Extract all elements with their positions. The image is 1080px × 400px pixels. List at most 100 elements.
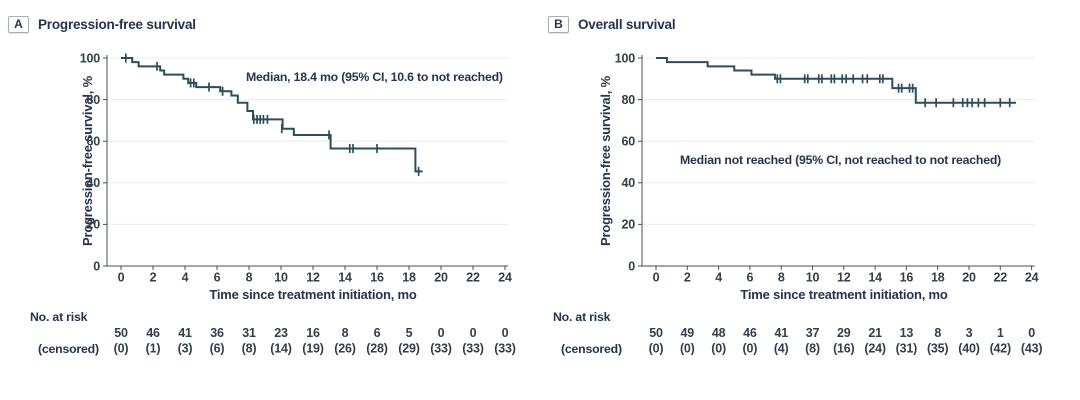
at-risk-count: 8	[342, 326, 349, 340]
y-tick-label: 40	[621, 176, 635, 190]
at-risk-count: 48	[712, 326, 726, 340]
x-axis-label: Time since treatment initiation, mo	[209, 287, 417, 302]
at-risk-count: 41	[774, 326, 788, 340]
at-risk-count: 0	[470, 326, 477, 340]
censored-count: (42)	[990, 342, 1011, 356]
median-annotation: Median not reached (95% CI, not reached …	[680, 153, 1002, 167]
censored-count: (33)	[494, 342, 515, 356]
y-tick-label: 60	[621, 135, 635, 149]
at-risk-count: 41	[178, 326, 192, 340]
censored-count: (26)	[334, 342, 355, 356]
x-tick-label: 6	[747, 271, 754, 285]
km-curve	[656, 57, 1016, 104]
km-curve	[121, 57, 423, 173]
at-risk-count: 3	[966, 326, 973, 340]
y-tick-label: 80	[86, 93, 100, 107]
x-tick-label: 4	[715, 271, 722, 285]
y-tick-label: 60	[86, 135, 100, 149]
at-risk-count: 0	[1028, 326, 1035, 340]
x-tick-label: 20	[962, 271, 976, 285]
at-risk-count: 50	[649, 326, 663, 340]
x-tick-label: 4	[182, 271, 189, 285]
censored-count: (29)	[398, 342, 419, 356]
at-risk-count: 46	[743, 326, 757, 340]
km-plot: 020406080100050(0)249(0)448(0)646(0)841(…	[615, 51, 1043, 356]
x-tick-label: 0	[653, 271, 660, 285]
censored-count: (40)	[958, 342, 979, 356]
x-tick-label: 18	[402, 271, 416, 285]
censored-count: (19)	[302, 342, 323, 356]
x-tick-label: 24	[498, 271, 512, 285]
x-tick-label: 14	[338, 271, 352, 285]
y-tick-label: 100	[615, 51, 636, 65]
at-risk-count: 0	[438, 326, 445, 340]
y-tick-label: 100	[80, 51, 101, 65]
at-risk-count: 21	[868, 326, 882, 340]
x-tick-label: 10	[806, 271, 820, 285]
at-risk-count: 31	[242, 326, 256, 340]
risk-table-label: No. at risk	[30, 310, 88, 324]
panel-header: A Progression-free survival	[8, 16, 196, 33]
x-tick-label: 2	[684, 271, 691, 285]
y-tick-label: 20	[621, 218, 635, 232]
censored-count: (35)	[927, 342, 948, 356]
censored-count: (14)	[270, 342, 291, 356]
x-tick-label: 8	[778, 271, 785, 285]
at-risk-count: 8	[934, 326, 941, 340]
at-risk-count: 5	[406, 326, 413, 340]
at-risk-count: 36	[210, 326, 224, 340]
x-tick-label: 24	[1025, 271, 1039, 285]
censored-count: (0)	[114, 342, 129, 356]
y-tick-label: 80	[621, 93, 635, 107]
x-tick-label: 16	[370, 271, 384, 285]
censored-count: (4)	[774, 342, 789, 356]
at-risk-count: 16	[306, 326, 320, 340]
censored-count: (0)	[649, 342, 664, 356]
y-tick-label: 0	[628, 259, 635, 273]
y-tick-label: 40	[86, 176, 100, 190]
x-tick-label: 8	[246, 271, 253, 285]
censored-count: (6)	[210, 342, 225, 356]
y-tick-label: 20	[86, 218, 100, 232]
at-risk-count: 6	[374, 326, 381, 340]
censored-count: (8)	[242, 342, 257, 356]
at-risk-count: 50	[114, 326, 128, 340]
censored-count: (1)	[146, 342, 161, 356]
x-tick-label: 14	[868, 271, 882, 285]
at-risk-count: 46	[146, 326, 160, 340]
at-risk-count: 37	[806, 326, 820, 340]
x-tick-label: 0	[118, 271, 125, 285]
censored-count: (24)	[864, 342, 885, 356]
x-tick-label: 18	[931, 271, 945, 285]
panel-progression-free-survival: A Progression-free survival Progression-…	[8, 16, 516, 356]
x-tick-label: 22	[466, 271, 480, 285]
at-risk-count: 1	[997, 326, 1004, 340]
censored-count: (33)	[462, 342, 483, 356]
x-tick-label: 20	[434, 271, 448, 285]
risk-table-label: No. at risk	[553, 310, 611, 324]
x-tick-label: 6	[214, 271, 221, 285]
at-risk-count: 23	[274, 326, 288, 340]
panel-overall-survival: B Overall survival Progression-free surv…	[540, 0, 1080, 400]
x-tick-label: 22	[994, 271, 1008, 285]
x-tick-label: 16	[900, 271, 914, 285]
km-plot: 020406080100050(0)246(1)441(3)636(6)831(…	[80, 51, 516, 356]
panel-title: Progression-free survival	[38, 17, 196, 32]
panel-letter-badge: A	[8, 16, 29, 33]
censored-count: (16)	[833, 342, 854, 356]
censored-count: (0)	[680, 342, 695, 356]
panel-header: B Overall survival	[548, 16, 676, 33]
censored-table-label: (censored)	[38, 342, 99, 356]
censored-count: (33)	[430, 342, 451, 356]
x-tick-label: 2	[150, 271, 157, 285]
x-tick-label: 10	[274, 271, 288, 285]
censored-count: (3)	[178, 342, 193, 356]
at-risk-count: 13	[900, 326, 914, 340]
censored-count: (8)	[805, 342, 820, 356]
y-tick-label: 0	[93, 259, 100, 273]
x-tick-label: 12	[306, 271, 320, 285]
censored-count: (43)	[1021, 342, 1042, 356]
x-axis-label: Time since treatment initiation, mo	[740, 287, 948, 302]
median-annotation: Median, 18.4 mo (95% CI, 10.6 to not rea…	[246, 70, 503, 84]
censored-count: (0)	[711, 342, 726, 356]
